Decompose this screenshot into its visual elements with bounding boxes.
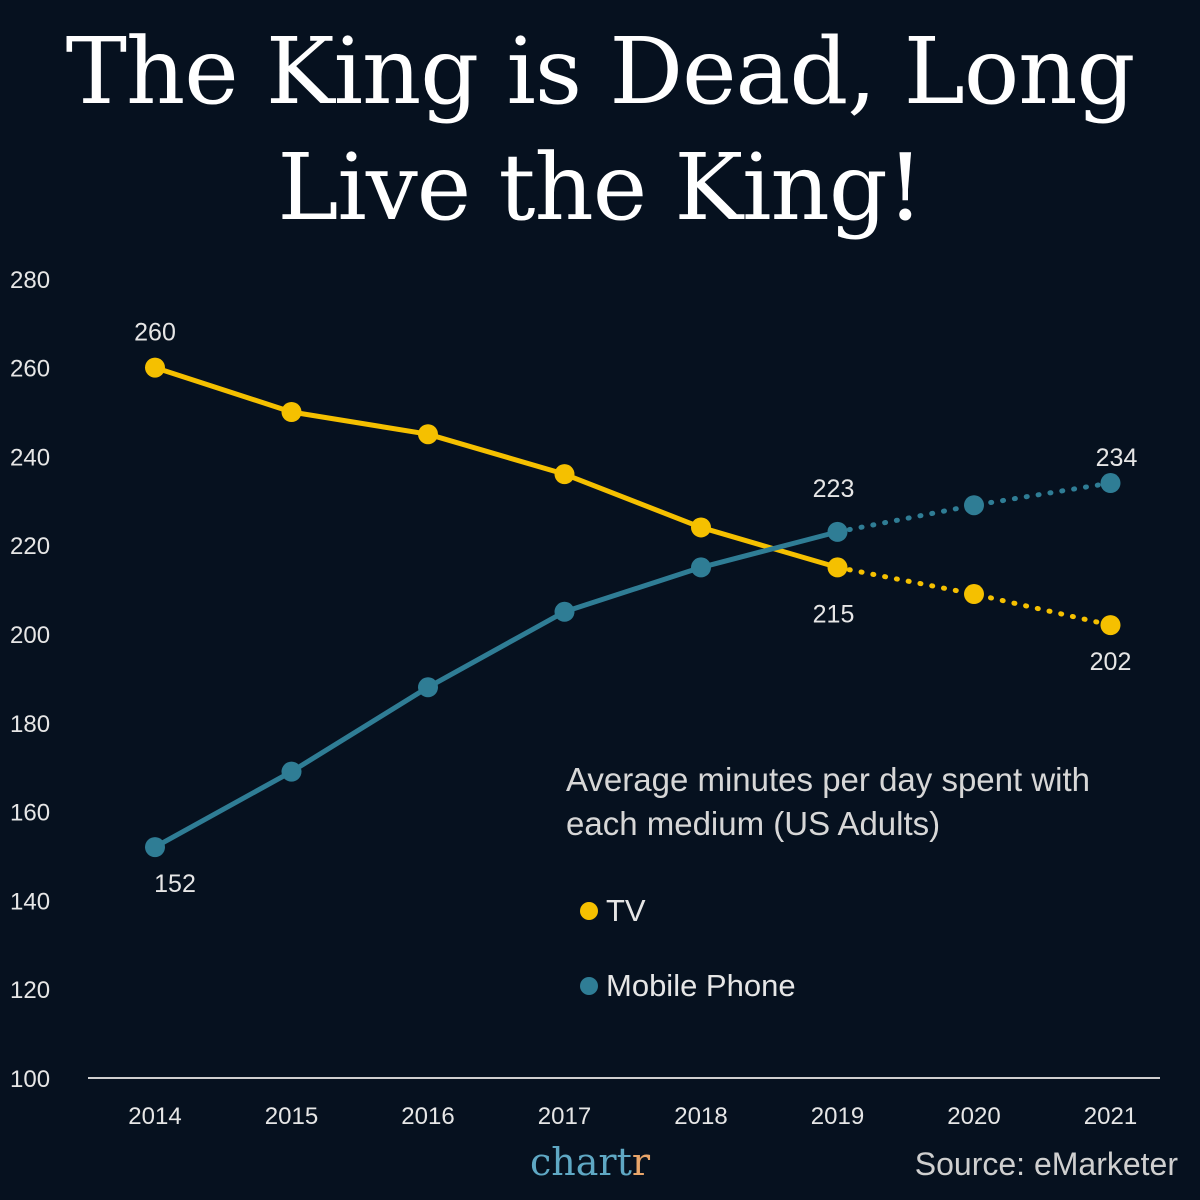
mobile-phone-data-label: 223: [813, 475, 855, 503]
legend-tv-marker: [580, 902, 598, 920]
mobile-phone-point: [964, 495, 984, 516]
x-tick-labels: 2014 2015 2016 2017 2018 2019 2020 2021: [128, 1103, 1137, 1130]
data-labels: 260 215 202 152 223 234: [134, 319, 1137, 899]
mobile-phone-point: [1100, 473, 1121, 494]
y-tick-label: 220: [10, 533, 50, 560]
series-lines: [152, 365, 1113, 850]
legend-heading: Average minutes per day spent with each …: [566, 761, 1091, 842]
mobile-phone-data-label: 234: [1096, 444, 1138, 472]
chart-title: The King is Dead, Long Live the King!: [65, 18, 1136, 241]
legend-item-mobile: Mobile Phone: [580, 968, 796, 1004]
mobile-phone-point: [827, 521, 848, 542]
mobile-phone-point: [145, 837, 165, 858]
tv-point: [1100, 615, 1121, 636]
y-tick-label: 260: [10, 356, 50, 383]
tv-data-label: 202: [1090, 648, 1132, 676]
x-tick-label: 2017: [538, 1103, 591, 1130]
mobile-phone-point: [418, 677, 438, 698]
tv-actual-line: [152, 365, 840, 570]
y-tick-label: 240: [10, 444, 50, 471]
tv-projected-line: [835, 564, 1113, 628]
x-tick-label: 2014: [128, 1103, 181, 1130]
y-tick-label: 160: [10, 800, 50, 827]
x-tick-label: 2018: [674, 1103, 727, 1130]
mobile-phone-point: [281, 761, 302, 782]
brand-last: r: [631, 1140, 651, 1184]
mobile-phone-projected-line: [835, 480, 1113, 535]
y-tick-label: 100: [10, 1066, 50, 1093]
series-points: [145, 357, 1121, 858]
tv-point: [691, 517, 711, 538]
brand-main: chart: [530, 1140, 632, 1184]
mobile-phone-point: [554, 601, 575, 622]
tv-data-label: 260: [134, 319, 176, 347]
tv-point: [145, 357, 165, 378]
y-tick-label: 140: [10, 888, 50, 915]
y-tick-label: 120: [10, 977, 50, 1004]
mobile-phone-actual-line: [152, 529, 840, 850]
tv-point: [418, 424, 438, 445]
y-tick-labels: 100 120 140 160 180 200 220 240 260 280: [10, 267, 50, 1093]
tv-data-label: 215: [813, 600, 855, 628]
legend-tv-label: TV: [606, 893, 646, 928]
x-tick-label: 2016: [401, 1103, 454, 1130]
x-tick-label: 2021: [1084, 1103, 1137, 1130]
chartr-logo: chartr: [530, 1140, 650, 1184]
tv-point: [964, 584, 984, 605]
legend-mobile-label: Mobile Phone: [606, 968, 796, 1003]
y-tick-label: 200: [10, 622, 50, 649]
source-note: Source: eMarketer: [914, 1146, 1178, 1182]
mobile-phone-point: [691, 557, 711, 578]
x-tick-label: 2015: [265, 1103, 318, 1130]
y-tick-label: 180: [10, 711, 50, 738]
legend-mobile-marker: [580, 977, 598, 995]
y-tick-label: 280: [10, 267, 50, 294]
tv-point: [554, 464, 575, 485]
x-tick-label: 2020: [947, 1103, 1000, 1130]
x-tick-label: 2019: [811, 1103, 864, 1130]
legend-item-tv: TV: [580, 893, 646, 929]
tv-point: [281, 402, 302, 422]
tv-point: [827, 557, 848, 578]
mobile-phone-data-label: 152: [154, 870, 196, 898]
